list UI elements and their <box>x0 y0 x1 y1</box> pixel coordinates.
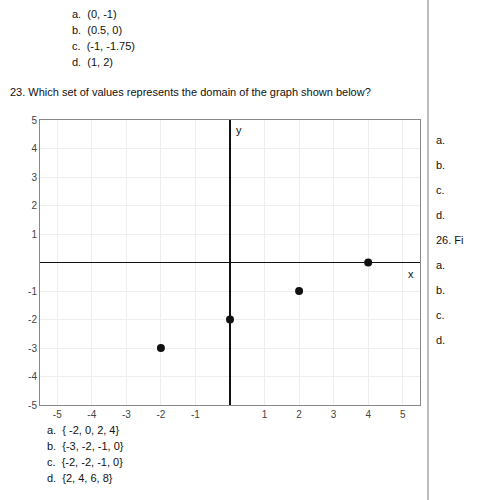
svg-text:2: 2 <box>31 200 37 211</box>
svg-text:d.: d. <box>436 334 445 346</box>
svg-text:b.: b. <box>436 159 445 171</box>
svg-text:c.: c. <box>436 184 445 196</box>
svg-text:b.: b. <box>436 284 445 296</box>
svg-text:a.: a. <box>436 134 445 146</box>
svg-text:c. {-2, -2, -1, 0}: c. {-2, -2, -1, 0} <box>47 456 123 468</box>
svg-text:-1: -1 <box>191 409 200 420</box>
svg-text:1: 1 <box>31 229 37 240</box>
svg-text:-5: -5 <box>28 400 37 411</box>
svg-text:a.: a. <box>436 259 445 271</box>
svg-text:23. Which set of values repres: 23. Which set of values represents the d… <box>10 86 371 98</box>
svg-text:y: y <box>236 124 242 136</box>
svg-text:-1: -1 <box>28 286 37 297</box>
svg-text:-2: -2 <box>156 409 165 420</box>
svg-text:26. Fi: 26. Fi <box>436 234 464 246</box>
svg-text:1: 1 <box>262 409 268 420</box>
svg-text:d.: d. <box>436 209 445 221</box>
svg-text:c. (-1, -1.75): c. (-1, -1.75) <box>72 40 135 52</box>
svg-text:d. {2, 4, 6, 8}: d. {2, 4, 6, 8} <box>47 472 113 484</box>
svg-text:3: 3 <box>31 172 37 183</box>
svg-text:b. (0.5, 0): b. (0.5, 0) <box>72 24 122 36</box>
svg-text:4: 4 <box>31 143 37 154</box>
svg-text:x: x <box>408 268 414 280</box>
svg-text:4: 4 <box>365 409 371 420</box>
svg-text:b. {-3, -2, -1, 0}: b. {-3, -2, -1, 0} <box>47 440 124 452</box>
svg-text:-3: -3 <box>122 409 131 420</box>
svg-text:c.: c. <box>436 309 445 321</box>
svg-text:-5: -5 <box>53 409 62 420</box>
svg-text:-3: -3 <box>28 343 37 354</box>
svg-text:5: 5 <box>400 409 406 420</box>
svg-text:d. (1, 2): d. (1, 2) <box>72 56 113 68</box>
svg-text:5: 5 <box>31 115 37 126</box>
svg-text:a. (0, -1): a. (0, -1) <box>72 8 117 20</box>
svg-text:-4: -4 <box>87 409 96 420</box>
svg-text:2: 2 <box>296 409 302 420</box>
svg-text:-4: -4 <box>28 371 37 382</box>
svg-text:-2: -2 <box>28 314 37 325</box>
svg-text:3: 3 <box>331 409 337 420</box>
svg-text:a. { -2, 0, 2, 4}: a. { -2, 0, 2, 4} <box>47 424 119 436</box>
